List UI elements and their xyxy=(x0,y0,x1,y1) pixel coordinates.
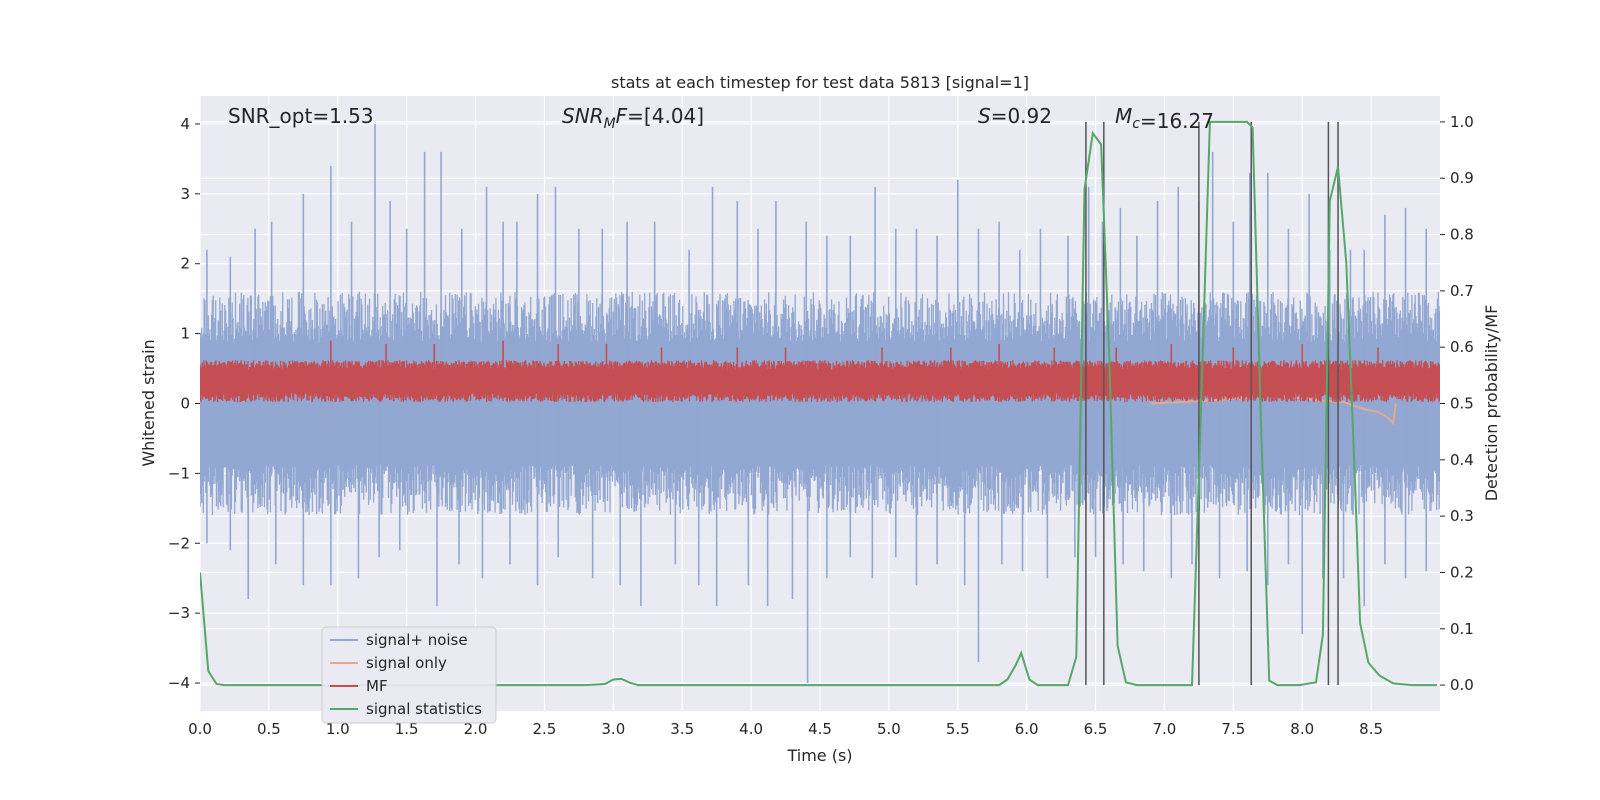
axes: 0.0 0.5 1.0 1.5 2.0 2.5 3.0 3.5 4.0 4.5 5.0 5.5 6.0 6… xyxy=(168,113,1474,738)
annotations: SNR_opt=1.53 SNRMF=[4.04] S=0.92 Mc=16.27 xyxy=(228,104,1214,133)
data-layer xyxy=(200,120,1440,687)
x-axis-label: Time (s) xyxy=(786,746,852,765)
legend: signal+ noise signal only MF signal statist… xyxy=(321,626,497,724)
x-tick-label: 2.5 xyxy=(533,720,557,738)
y2-tick-label: 0.0 xyxy=(1450,676,1474,694)
x-tick-label: 5.5 xyxy=(946,720,970,738)
x-tick-label: 8.5 xyxy=(1359,720,1383,738)
legend-entry-label: signal only xyxy=(366,654,447,672)
y-tick-label: −4 xyxy=(168,674,190,692)
y-tick-label: 3 xyxy=(180,185,190,203)
y-tick-label: −2 xyxy=(168,534,190,552)
legend-entry-label: signal statistics xyxy=(366,700,482,718)
y2-tick-label: 0.6 xyxy=(1450,338,1474,356)
y2-tick-label: 0.3 xyxy=(1450,507,1474,525)
y2-tick-label: 0.2 xyxy=(1450,563,1474,581)
x-tick-label: 1.0 xyxy=(326,720,350,738)
y2-tick-label: 0.1 xyxy=(1450,620,1474,638)
x-tick-label: 1.5 xyxy=(395,720,419,738)
series-core-band xyxy=(200,369,1440,393)
x-tick-label: 0.0 xyxy=(188,720,212,738)
x-tick-label: 7.5 xyxy=(1221,720,1245,738)
x-tick-label: 3.0 xyxy=(601,720,625,738)
y-tick-label: −1 xyxy=(168,464,190,482)
y2-tick-label: 0.5 xyxy=(1450,395,1474,413)
x-tick-label: 8.0 xyxy=(1290,720,1314,738)
legend-entry-label: signal+ noise xyxy=(366,631,468,649)
x-tick-label: 7.0 xyxy=(1153,720,1177,738)
annotation-text: SNR_opt=1.53 xyxy=(228,104,374,128)
series-signal-statistics-line xyxy=(200,120,1438,687)
y2-tick-label: 0.4 xyxy=(1450,451,1474,469)
chart-title: stats at each timestep for test data 581… xyxy=(611,73,1029,92)
x-tick-label: 4.0 xyxy=(739,720,763,738)
y2-tick-label: 1.0 xyxy=(1450,113,1474,131)
x-tick-label: 4.5 xyxy=(808,720,832,738)
y2-tick-label: 0.7 xyxy=(1450,282,1474,300)
x-tick-label: 2.0 xyxy=(464,720,488,738)
annotation-text: SNRMF=[4.04] xyxy=(562,104,704,132)
y-axis-label: Whitened strain xyxy=(139,339,158,466)
y-tick-label: −3 xyxy=(168,604,190,622)
x-tick-label: 3.5 xyxy=(670,720,694,738)
y2-axis-label: Detection probability/MF xyxy=(1482,305,1501,502)
y-tick-label: 1 xyxy=(180,325,190,343)
y2-tick-label: 0.8 xyxy=(1450,226,1474,244)
annotation-text: S=0.92 xyxy=(978,104,1052,128)
x-tick-label: 5.0 xyxy=(877,720,901,738)
y2-tick-label: 0.9 xyxy=(1450,169,1474,187)
y-tick-label: 2 xyxy=(180,255,190,273)
legend-entry-label: MF xyxy=(366,677,388,695)
x-tick-label: 0.5 xyxy=(257,720,281,738)
annotation-text: Mc=16.27 xyxy=(1115,104,1214,133)
x-tick-label: 6.5 xyxy=(1084,720,1108,738)
y-tick-label: 4 xyxy=(180,115,190,133)
x-tick-label: 6.0 xyxy=(1015,720,1039,738)
legend-box xyxy=(321,626,497,724)
y-tick-label: 0 xyxy=(180,395,190,413)
